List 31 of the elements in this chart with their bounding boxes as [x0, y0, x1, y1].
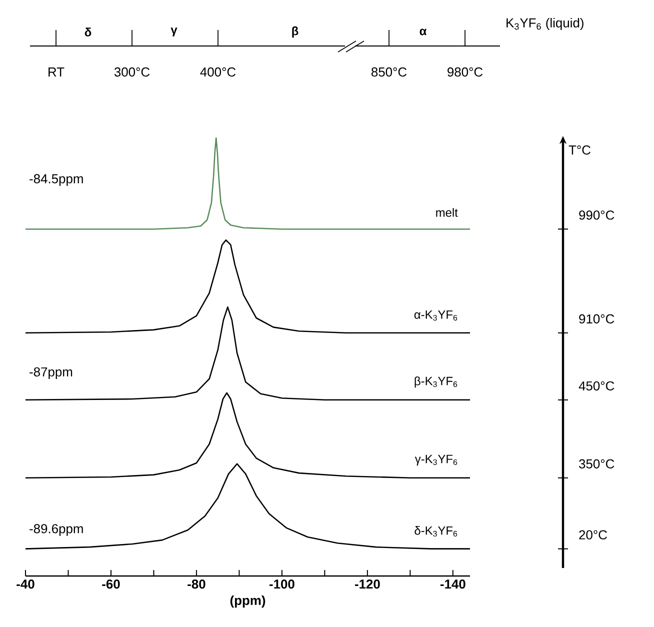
text: 300°C	[114, 67, 150, 77]
text: α	[420, 28, 427, 36]
text: 400°C	[200, 67, 236, 77]
annotation: -84.5ppm	[30, 174, 83, 186]
x-axis-title: (ppm)	[230, 596, 266, 608]
x-tick-label: -140	[440, 580, 466, 589]
text: 850°C	[371, 67, 407, 77]
annotation: -89.6ppm	[30, 524, 83, 536]
x-tick-label: -60	[102, 580, 120, 589]
text: 450°C	[578, 381, 614, 390]
text: RT	[48, 68, 64, 76]
series-label: γ-K$_{3}$YF$_{6}$	[414, 454, 458, 466]
text: K$_{3}$YF$_{6}$ (liquid)	[506, 18, 584, 30]
text: γ	[170, 28, 178, 36]
text: 910°C	[579, 314, 614, 324]
text: β	[292, 26, 298, 38]
text: 990°C	[579, 210, 614, 220]
text: 350°C	[579, 459, 614, 468]
series-label: melt	[436, 208, 458, 217]
series-label: β-K$_{3}$YF$_{6}$	[414, 376, 458, 388]
series-label: δ-K$_{3}$YF$_{6}$	[414, 526, 458, 537]
text: T°C	[568, 145, 590, 155]
annotation: -87ppm	[30, 367, 72, 380]
x-tick-label: -80	[188, 580, 206, 589]
series-label: α-K$_{3}$YF$_{6}$	[414, 310, 458, 321]
text: 980°C	[448, 67, 483, 77]
x-tick-label: -120	[354, 580, 380, 589]
text: 20°C	[579, 530, 607, 540]
x-tick-label: -40	[16, 580, 34, 589]
text: δ	[84, 28, 92, 36]
x-tick-label: -100	[269, 580, 294, 589]
